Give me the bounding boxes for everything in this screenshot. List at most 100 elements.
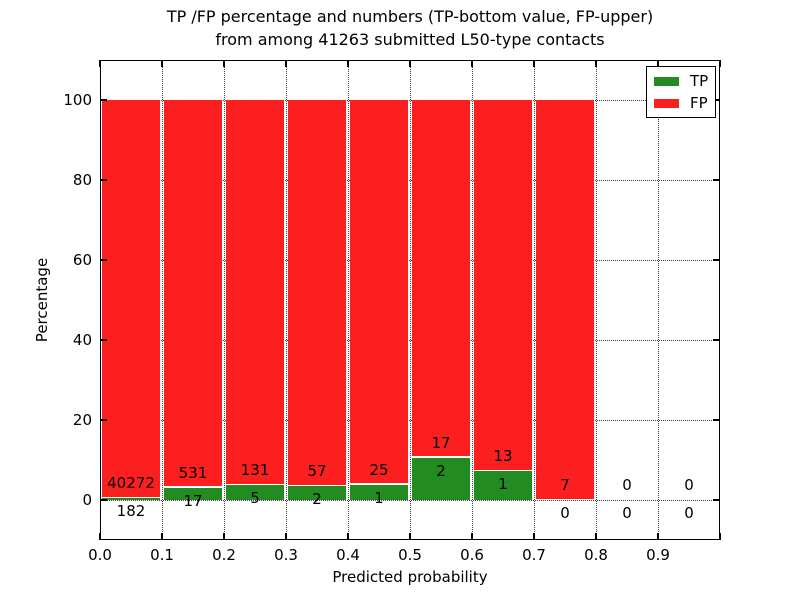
y-tick-mark	[100, 419, 107, 421]
y-tick-label: 0	[82, 491, 92, 509]
x-tick-mark	[719, 60, 721, 67]
legend: TP FP	[646, 66, 716, 118]
chart-title-line2: from among 41263 submitted L50-type cont…	[215, 30, 605, 49]
x-tick-mark	[99, 533, 101, 540]
y-tick-label: 100	[63, 91, 92, 109]
y-tick-mark	[100, 339, 107, 341]
x-tick-mark	[719, 533, 721, 540]
x-tick-label: 0.8	[584, 546, 608, 564]
bar-fp-segment	[474, 100, 532, 470]
x-tick-label: 0.1	[150, 546, 174, 564]
x-tick-mark	[533, 533, 535, 540]
bar-tp-segment	[350, 484, 408, 500]
x-tick-mark	[471, 533, 473, 540]
x-tick-mark	[347, 533, 349, 540]
tp-count-label: 17	[183, 491, 203, 510]
x-tick-mark	[409, 60, 411, 67]
y-tick-mark	[713, 99, 720, 101]
bar-fp-segment	[226, 100, 284, 484]
gridline-v	[658, 60, 659, 540]
y-tick-mark	[713, 339, 720, 341]
x-tick-mark	[161, 533, 163, 540]
x-tick-label: 0.4	[336, 546, 360, 564]
x-tick-label: 0.0	[88, 546, 112, 564]
legend-swatch-tp	[654, 76, 679, 86]
gridline-v	[162, 60, 163, 540]
tp-count-label: 0	[684, 504, 694, 522]
y-tick-mark	[713, 499, 720, 501]
fp-count-label: 131	[240, 461, 270, 480]
bar-tp-segment	[474, 471, 532, 500]
x-tick-mark	[471, 60, 473, 67]
legend-item-fp: FP	[647, 92, 715, 114]
fp-count-label: 13	[493, 447, 513, 466]
x-tick-mark	[657, 533, 659, 540]
fp-count-label: 40272	[107, 474, 155, 493]
gridline-v	[286, 60, 287, 540]
fp-count-label: 25	[369, 460, 389, 479]
x-tick-label: 0.5	[398, 546, 422, 564]
bar-fp-segment	[288, 100, 346, 485]
tp-count-label: 0	[622, 504, 632, 522]
fp-count-label: 531	[178, 463, 208, 482]
x-tick-mark	[533, 60, 535, 67]
x-tick-label: 0.2	[212, 546, 236, 564]
y-tick-label: 40	[72, 331, 92, 349]
fp-count-label: 0	[622, 476, 632, 494]
bar-fp-segment	[164, 100, 222, 487]
gridline-v	[596, 60, 597, 540]
y-tick-label: 60	[72, 251, 92, 269]
bar-tp-segment	[288, 486, 346, 500]
gridline-v	[472, 60, 473, 540]
x-tick-mark	[223, 60, 225, 67]
bar-tp-segment	[412, 457, 470, 500]
bar-fp-segment	[536, 100, 594, 499]
y-tick-mark	[100, 179, 107, 181]
y-tick-mark	[713, 419, 720, 421]
plot-area: 40272 182 531 17 131 5 57 2 25 1 17 2 13 1 7 0 0 0 0 0	[99, 60, 721, 540]
bar-tp-segment	[164, 487, 222, 500]
x-tick-label: 0.9	[646, 546, 670, 564]
tp-count-label: 0	[560, 504, 570, 522]
y-tick-mark	[100, 259, 107, 261]
tp-count-label: 182	[116, 502, 146, 521]
bar-tp-segment	[102, 498, 160, 500]
x-tick-mark	[595, 60, 597, 67]
tp-count-label: 2	[312, 490, 322, 509]
x-tick-label: 0.6	[460, 546, 484, 564]
gridline-v	[224, 60, 225, 540]
x-tick-mark	[347, 60, 349, 67]
fp-count-label: 17	[431, 433, 451, 452]
x-tick-label: 0.3	[274, 546, 298, 564]
gridline-v	[348, 60, 349, 540]
gridline-v	[534, 60, 535, 540]
fp-count-label: 7	[560, 476, 570, 494]
y-axis-label: Percentage	[33, 257, 51, 343]
y-tick-label: 20	[72, 411, 92, 429]
x-tick-mark	[595, 533, 597, 540]
bar-fp-segment	[102, 100, 160, 497]
legend-label: FP	[690, 94, 708, 112]
x-tick-mark	[223, 533, 225, 540]
chart-title: TP /FP percentage and numbers (TP-bottom…	[90, 5, 730, 51]
tp-count-label: 2	[436, 461, 446, 480]
legend-label: TP	[690, 72, 709, 90]
x-tick-mark	[285, 533, 287, 540]
x-tick-label: 0.7	[522, 546, 546, 564]
chart-title-line1: TP /FP percentage and numbers (TP-bottom…	[166, 7, 654, 26]
y-tick-mark	[713, 259, 720, 261]
y-tick-mark	[100, 499, 107, 501]
y-tick-mark	[100, 99, 107, 101]
legend-swatch-fp	[654, 98, 679, 108]
fp-count-label: 0	[684, 476, 694, 494]
tp-count-label: 1	[374, 488, 384, 507]
bar-fp-segment	[412, 100, 470, 457]
x-tick-mark	[285, 60, 287, 67]
x-tick-mark	[99, 60, 101, 67]
tp-count-label: 1	[498, 475, 508, 494]
bar-tp-segment	[226, 485, 284, 500]
x-tick-mark	[409, 533, 411, 540]
x-axis-label: Predicted probability	[332, 568, 488, 586]
fp-count-label: 57	[307, 462, 327, 481]
